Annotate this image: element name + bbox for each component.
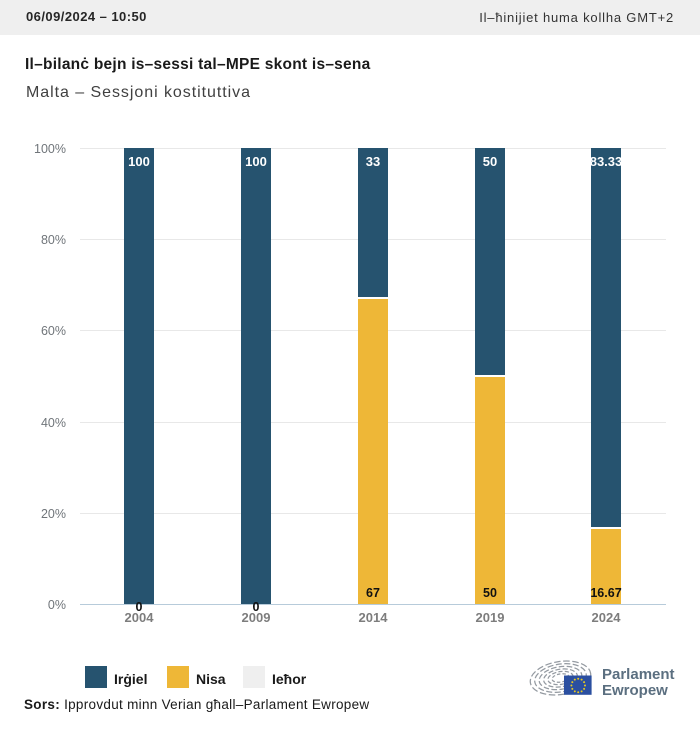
- svg-text:Parlament: Parlament: [602, 666, 675, 683]
- svg-text:Ewropew: Ewropew: [602, 682, 668, 699]
